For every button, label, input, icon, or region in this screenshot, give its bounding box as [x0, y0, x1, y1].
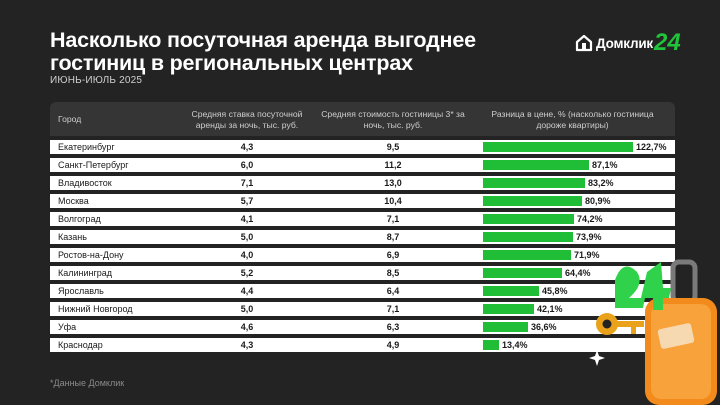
city-cell: Москва: [58, 196, 89, 206]
table-row: Санкт-Петербург 6,0 11,2 87,1%: [50, 158, 675, 172]
header-rent: Средняя ставка посуточной аренды за ночь…: [191, 109, 303, 130]
diff-label: 87,1%: [592, 160, 618, 170]
table-row: Волгоград 4,1 7,1 74,2%: [50, 212, 675, 226]
diff-label: 36,6%: [531, 322, 557, 332]
hotel-cell: 8,5: [386, 268, 400, 278]
diff-bar: [483, 268, 562, 278]
rent-cell: 5,2: [240, 268, 254, 278]
house-logo-icon: [575, 34, 593, 52]
hotel-cell: 4,9: [386, 340, 400, 350]
diff-bar: [483, 322, 528, 332]
diff-label: 45,8%: [542, 286, 568, 296]
page-title: Насколько посуточная аренда выгоднее гос…: [50, 28, 476, 75]
city-cell: Санкт-Петербург: [58, 160, 129, 170]
table-row: Краснодар 4,3 4,9 13,4%: [50, 338, 675, 352]
diff-bar: [483, 214, 574, 224]
rent-cell: 5,7: [240, 196, 254, 206]
diff-label: 13,4%: [502, 340, 528, 350]
hotel-cell: 6,4: [386, 286, 400, 296]
rent-cell: 4,1: [240, 214, 254, 224]
rent-cell: 5,0: [240, 304, 254, 314]
logo-badge: 24: [654, 29, 681, 56]
header-city: Город: [58, 114, 82, 124]
table-header: Город Средняя ставка посуточной аренды з…: [50, 102, 675, 136]
city-cell: Уфа: [58, 322, 77, 332]
table-body: Екатеринбург 4,3 9,5 122,7% Санкт-Петербург 6…: [50, 140, 675, 352]
header-hotel: Средняя стоимость гостиницы 3* за ночь, …: [321, 109, 465, 130]
city-cell: Казань: [58, 232, 87, 242]
hotel-cell: 8,7: [386, 232, 400, 242]
diff-label: 74,2%: [577, 214, 603, 224]
diff-label: 64,4%: [565, 268, 591, 278]
hotel-cell: 6,9: [386, 250, 400, 260]
hotel-cell: 6,3: [386, 322, 400, 332]
rent-cell: 4,0: [240, 250, 254, 260]
table-row: Екатеринбург 4,3 9,5 122,7%: [50, 140, 675, 154]
data-table: Город Средняя ставка посуточной аренды з…: [50, 102, 675, 352]
diff-bar: [483, 304, 534, 314]
diff-label: 83,2%: [588, 178, 614, 188]
rent-cell: 4,3: [240, 340, 254, 350]
table-row: Нижний Новгород 5,0 7,1 42,1%: [50, 302, 675, 316]
rent-cell: 4,4: [240, 286, 254, 296]
city-cell: Владивосток: [58, 178, 112, 188]
diff-bar: [483, 196, 582, 206]
table-row: Ростов-на-Дону 4,0 6,9 71,9%: [50, 248, 675, 262]
hotel-cell: 10,4: [384, 196, 402, 206]
diff-label: 80,9%: [585, 196, 611, 206]
footnote: *Данные Домклик: [50, 378, 125, 388]
table-row: Калининград 5,2 8,5 64,4%: [50, 266, 675, 280]
city-cell: Екатеринбург: [58, 142, 115, 152]
brand-logo: Домклик 24: [575, 30, 681, 56]
city-cell: Нижний Новгород: [58, 304, 133, 314]
diff-bar: [483, 340, 499, 350]
rent-cell: 6,0: [240, 160, 254, 170]
table-row: Казань 5,0 8,7 73,9%: [50, 230, 675, 244]
table-row: Ярославль 4,4 6,4 45,8%: [50, 284, 675, 298]
diff-bar: [483, 178, 585, 188]
hotel-cell: 7,1: [386, 304, 400, 314]
city-cell: Ростов-на-Дону: [58, 250, 124, 260]
diff-label: 122,7%: [636, 142, 667, 152]
city-cell: Калининград: [58, 268, 113, 278]
rent-cell: 4,3: [240, 142, 254, 152]
hotel-cell: 13,0: [384, 178, 402, 188]
table-row: Уфа 4,6 6,3 36,6%: [50, 320, 675, 334]
diff-label: 42,1%: [537, 304, 563, 314]
suitcase-mascot-icon: [589, 259, 717, 405]
city-cell: Волгоград: [58, 214, 101, 224]
city-cell: Краснодар: [58, 340, 103, 350]
header-diff: Разница в цене, % (насколько гостиница д…: [491, 109, 654, 130]
table-row: Владивосток 7,1 13,0 83,2%: [50, 176, 675, 190]
table-row: Москва 5,7 10,4 80,9%: [50, 194, 675, 208]
diff-bar: [483, 250, 571, 260]
logo-text: Домклик: [596, 35, 653, 51]
page-subtitle: ИЮНЬ-ИЮЛЬ 2025: [50, 75, 143, 86]
hotel-cell: 11,2: [384, 160, 402, 170]
rent-cell: 4,6: [240, 322, 254, 332]
hotel-cell: 9,5: [386, 142, 400, 152]
diff-bar: [483, 160, 589, 170]
diff-bar: [483, 286, 539, 296]
diff-label: 73,9%: [576, 232, 602, 242]
hotel-cell: 7,1: [386, 214, 400, 224]
rent-cell: 7,1: [240, 178, 254, 188]
rent-cell: 5,0: [240, 232, 254, 242]
city-cell: Ярославль: [58, 286, 104, 296]
diff-bar: [483, 232, 573, 242]
diff-label: 71,9%: [574, 250, 600, 260]
diff-bar: [483, 142, 633, 152]
